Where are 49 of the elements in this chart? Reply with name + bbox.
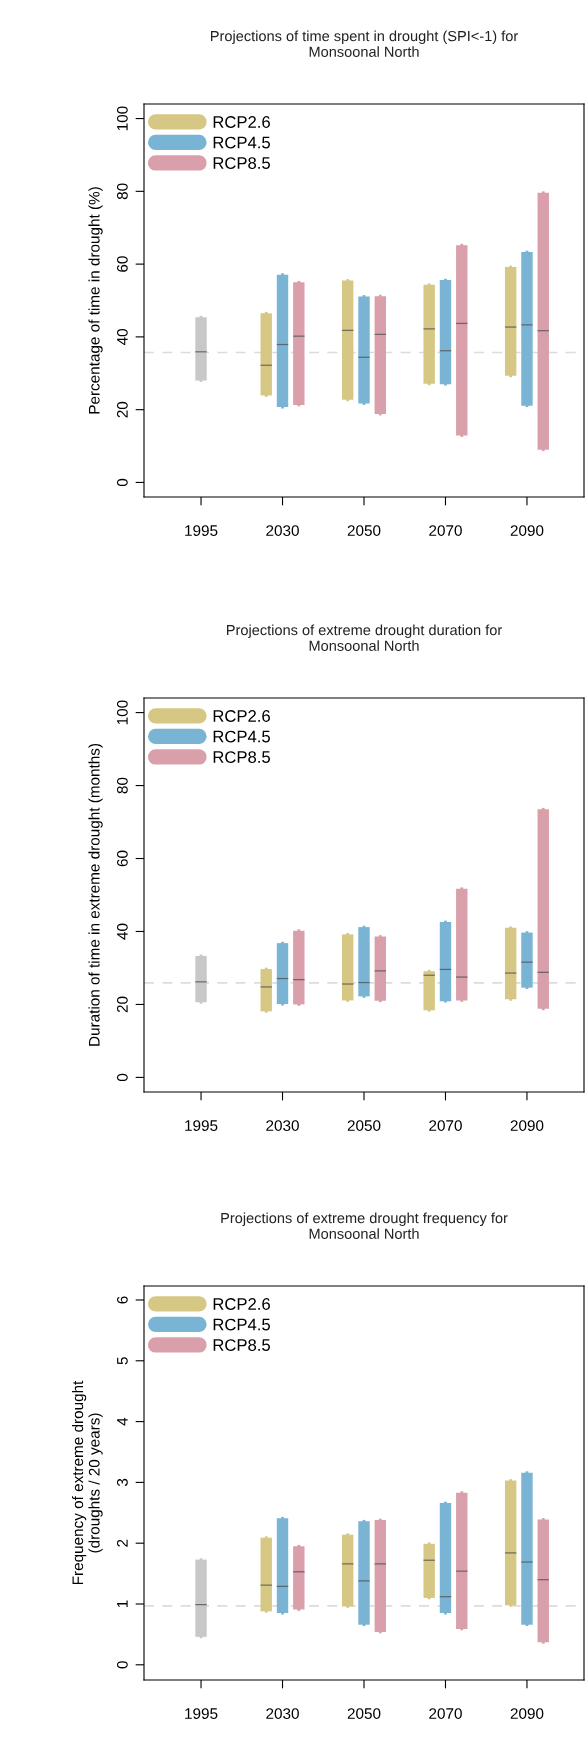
- y-tick-label: 100: [116, 700, 128, 725]
- y-tick-label: 40: [116, 923, 128, 940]
- x-tick-label: 2030: [266, 1120, 299, 1131]
- chart-title: Projections of extreme drought frequency for Monsoonal North: [221, 1212, 508, 1239]
- y-tick-label: 20: [116, 996, 128, 1013]
- legend-label: RCP4.5: [213, 1318, 270, 1331]
- legend-label: RCP2.6: [213, 116, 270, 128]
- x-tick-label: 2090: [510, 525, 544, 536]
- x-tick-label: 2090: [510, 1708, 544, 1719]
- chart-title: Projections of time spent in drought (SPI<-1) for Monsoonal North: [210, 30, 518, 57]
- x-tick-label: 2070: [429, 1708, 462, 1719]
- legend-label: RCP8.5: [213, 751, 270, 763]
- y-axis-title: Frequency of extreme drought (droughts / 20 years): [71, 1380, 103, 1585]
- y-tick-label: 3: [116, 1478, 128, 1487]
- y-tick-label: 40: [116, 328, 128, 346]
- y-tick-label: 80: [116, 183, 128, 200]
- y-tick-label: 60: [116, 256, 128, 272]
- y-axis-title: Duration of time in extreme drought (months): [88, 743, 103, 1046]
- legend-label: RCP2.6: [213, 710, 270, 722]
- legend-label: RCP4.5: [213, 136, 270, 149]
- y-axis-title: Percentage of time in drought (%): [88, 187, 103, 414]
- legend-label: RCP4.5: [213, 730, 270, 743]
- y-tick-label: 0: [116, 1661, 128, 1669]
- legend-label: RCP2.6: [213, 1298, 270, 1310]
- y-tick-label: 5: [117, 1357, 128, 1365]
- y-tick-label: 6: [116, 1296, 128, 1304]
- y-tick-label: 1: [117, 1600, 128, 1608]
- x-tick-label: 1995: [185, 1708, 218, 1719]
- x-tick-label: 1995: [185, 1120, 218, 1131]
- y-tick-label: 60: [116, 850, 128, 867]
- chart-title: Projections of extreme drought duration for Monsoonal North: [227, 624, 502, 651]
- y-tick-label: 0: [116, 1073, 128, 1082]
- x-tick-label: 2030: [266, 1708, 299, 1719]
- y-tick-label: 2: [116, 1539, 128, 1547]
- legend-label: RCP8.5: [213, 1339, 270, 1351]
- legend-label: RCP8.5: [213, 157, 270, 169]
- x-tick-label: 2070: [429, 525, 462, 536]
- x-tick-label: 2030: [266, 525, 299, 536]
- y-tick-label: 20: [116, 401, 128, 418]
- x-tick-label: 2090: [510, 1120, 544, 1131]
- x-tick-label: 2050: [347, 525, 381, 536]
- x-tick-label: 2070: [429, 1120, 462, 1131]
- x-tick-label: 2050: [347, 1120, 381, 1131]
- x-tick-label: 2050: [347, 1708, 381, 1719]
- y-tick-label: 80: [116, 777, 128, 794]
- y-tick-label: 0: [116, 478, 128, 487]
- y-tick-label: 100: [116, 106, 128, 131]
- x-tick-label: 1995: [185, 525, 218, 536]
- y-tick-label: 4: [117, 1417, 128, 1426]
